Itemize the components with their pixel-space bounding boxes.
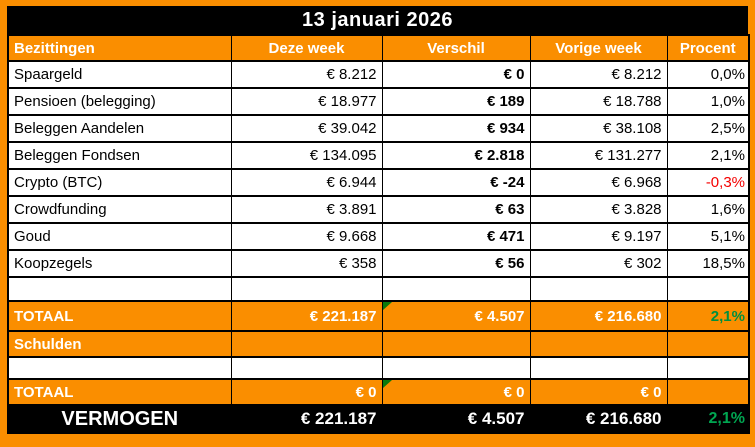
cell-vorige-week: € 216.680 [529,300,668,332]
cell-verschil: € 0 [381,378,531,406]
cell-verschil: € 56 [381,249,531,278]
table-row-crowdfunding: Crowdfunding € 3.891 € 63 € 3.828 1,6% [7,195,750,224]
cell-deze-week: € 3.891 [230,195,383,224]
cell-verschil: € 0 [381,60,531,89]
debts-section-row: Schulden [7,330,750,358]
table-row-beleggen-fondsen: Beleggen Fondsen € 134.095 € 2.818 € 131… [7,141,750,170]
row-label: Spaargeld [7,60,232,89]
cell-vorige-week: € 18.788 [529,87,668,116]
cell-verschil: € 189 [381,87,531,116]
row-label: Pensioen (belegging) [7,87,232,116]
cell-procent: 1,6% [666,195,750,224]
net-worth-table: Bezittingen Deze week Verschil Vorige we… [7,34,750,434]
cell-deze-week: € 39.042 [230,114,383,143]
cell-deze-week: € 18.977 [230,87,383,116]
header-verschil: Verschil [381,34,531,62]
cell-vorige-week: € 0 [529,378,668,406]
row-label: Beleggen Fondsen [7,141,232,170]
cell-verschil: € -24 [381,168,531,197]
cell-procent: 2,1% [666,404,750,434]
cell-vorige-week: € 38.108 [529,114,668,143]
header-row: Bezittingen Deze week Verschil Vorige we… [7,34,750,62]
cell-procent: 2,1% [666,300,750,332]
totals-assets-row: TOTAAL € 221.187 € 4.507 € 216.680 2,1% [7,300,750,332]
cell-procent: 2,5% [666,114,750,143]
cell-procent: 5,1% [666,222,750,251]
table-row-beleggen-aandelen: Beleggen Aandelen € 39.042 € 934 € 38.10… [7,114,750,143]
cell-verschil: € 4.507 [381,300,531,332]
cell-verschil: € 934 [381,114,531,143]
cell-deze-week: € 9.668 [230,222,383,251]
cell-flag-triangle-icon [383,381,392,388]
cell-procent: -0,3% [666,168,750,197]
cell-procent: 0,0% [666,60,750,89]
cell-deze-week: € 134.095 [230,141,383,170]
header-vorige-week: Vorige week [529,34,668,62]
table-row-goud: Goud € 9.668 € 471 € 9.197 5,1% [7,222,750,251]
cell-vorige-week: € 216.680 [529,404,668,434]
cell-procent: 2,1% [666,141,750,170]
cell-deze-week: € 221.187 [230,404,383,434]
table-row-pensioen: Pensioen (belegging) € 18.977 € 189 € 18… [7,87,750,116]
row-label: Koopzegels [7,249,232,278]
cell-verschil: € 471 [381,222,531,251]
cell-procent: 1,0% [666,87,750,116]
empty-row [7,356,750,380]
totals-debts-row: TOTAAL € 0 € 0 € 0 [7,378,750,406]
cell-verschil: € 4.507 [381,404,531,434]
cell-verschil: € 63 [381,195,531,224]
empty-row [7,276,750,302]
cell-deze-week: € 0 [230,378,383,406]
table-row-koopzegels: Koopzegels € 358 € 56 € 302 18,5% [7,249,750,278]
row-label: Crowdfunding [7,195,232,224]
row-label: Beleggen Aandelen [7,114,232,143]
header-procent: Procent [666,34,750,62]
cell-vorige-week: € 8.212 [529,60,668,89]
cell-deze-week: € 6.944 [230,168,383,197]
cell-verschil: € 2.818 [381,141,531,170]
cell-deze-week: € 221.187 [230,300,383,332]
cell-deze-week: € 358 [230,249,383,278]
cell-flag-triangle-icon [383,303,392,310]
cell-procent [666,378,750,406]
row-label: Crypto (BTC) [7,168,232,197]
cell-deze-week: € 8.212 [230,60,383,89]
cell-vorige-week: € 3.828 [529,195,668,224]
cell-procent: 18,5% [666,249,750,278]
header-bezittingen: Bezittingen [7,34,232,62]
cell-vorige-week: € 6.968 [529,168,668,197]
row-label: Goud [7,222,232,251]
totals-label: TOTAAL [7,378,232,406]
table-row-spaargeld: Spaargeld € 8.212 € 0 € 8.212 0,0% [7,60,750,89]
header-deze-week: Deze week [230,34,383,62]
cell-vorige-week: € 131.277 [529,141,668,170]
report-date-title: 13 januari 2026 [7,6,748,34]
totals-label: TOTAAL [7,300,232,332]
cell-vorige-week: € 9.197 [529,222,668,251]
net-worth-row: VERMOGEN € 221.187 € 4.507 € 216.680 2,1… [7,404,750,434]
debts-section-label: Schulden [7,330,232,358]
table-row-crypto: Crypto (BTC) € 6.944 € -24 € 6.968 -0,3% [7,168,750,197]
totals-verschil-value: € 0 [503,383,525,401]
net-worth-label: VERMOGEN [7,404,232,434]
totals-verschil-value: € 4.507 [474,307,525,325]
cell-vorige-week: € 302 [529,249,668,278]
